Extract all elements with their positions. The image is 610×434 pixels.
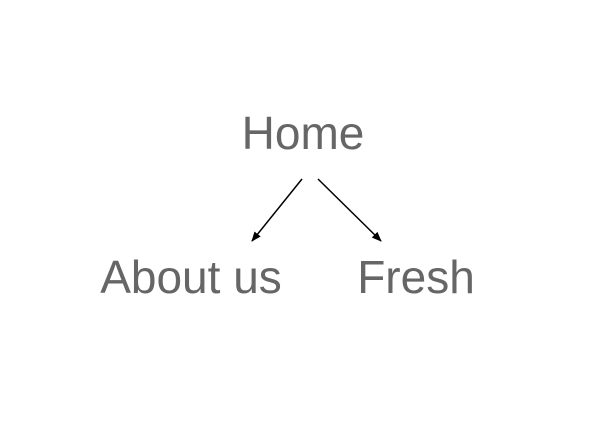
node-about-us: About us	[100, 251, 282, 303]
node-home: Home	[241, 107, 365, 159]
edge-home-to-about	[251, 178, 303, 242]
node-fresh: Fresh	[357, 251, 475, 303]
edge-home-to-fresh	[317, 178, 382, 242]
